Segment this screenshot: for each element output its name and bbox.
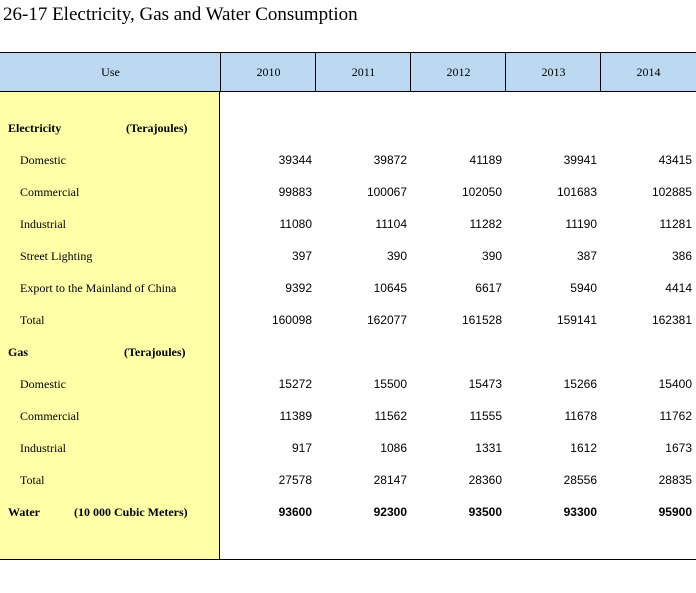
cell-value: 387	[576, 249, 597, 263]
cell-value: 11190	[565, 217, 597, 231]
cell-value: 160098	[271, 313, 312, 327]
cell-value: 100067	[366, 185, 407, 199]
cell-value: 102885	[651, 185, 692, 199]
cell-value: 11555	[469, 409, 502, 423]
cell-value: 390	[481, 249, 502, 263]
cell-value: 27578	[278, 473, 312, 487]
cell-value: 11389	[279, 409, 312, 423]
table-row: Domestic 39344 39872 41189 39941 43415	[0, 145, 696, 177]
cell-value: 92300	[373, 505, 407, 519]
table-bottom-border	[0, 559, 696, 560]
cell-value: 159141	[556, 313, 597, 327]
header-year-2013: 2013	[505, 52, 601, 92]
row-label: Street Lighting	[20, 249, 93, 263]
cell-value: 10645	[373, 281, 407, 295]
section-unit: (10 000 Cubic Meters)	[74, 505, 188, 519]
table-row: Commercial 99883 100067 102050 101683 10…	[0, 177, 696, 209]
table-row: Industrial 917 1086 1331 1612 1673	[0, 433, 696, 465]
cell-value: 5940	[570, 281, 597, 295]
cell-value: 6617	[475, 281, 502, 295]
cell-value: 43415	[658, 153, 692, 167]
section-water: Water (10 000 Cubic Meters) 93600 92300 …	[0, 497, 696, 529]
cell-value: 162381	[651, 313, 692, 327]
page-title: 26-17 Electricity, Gas and Water Consump…	[3, 4, 358, 25]
header-year-2012: 2012	[410, 52, 506, 92]
cell-value: 9392	[285, 281, 312, 295]
cell-value: 15500	[373, 377, 407, 391]
section-label: Water	[8, 505, 40, 519]
cell-value: 11762	[659, 409, 692, 423]
cell-value: 1673	[665, 441, 692, 455]
cell-value: 102050	[461, 185, 502, 199]
label-column	[0, 92, 220, 559]
cell-value: 28147	[373, 473, 407, 487]
cell-value: 11282	[469, 217, 502, 231]
section-label: Gas	[8, 345, 29, 359]
table-row: Export to the Mainland of China 9392 106…	[0, 273, 696, 305]
cell-value: 93300	[563, 505, 597, 519]
cell-value: 28556	[563, 473, 597, 487]
row-label: Domestic	[20, 377, 66, 391]
header-year-2010: 2010	[220, 52, 316, 92]
cell-value: 161528	[461, 313, 502, 327]
table-row: Street Lighting 397 390 390 387 386	[0, 241, 696, 273]
table-row: Industrial 11080 11104 11282 11190 11281	[0, 209, 696, 241]
cell-value: 39872	[373, 153, 407, 167]
row-label: Commercial	[20, 409, 80, 423]
cell-value: 39344	[278, 153, 312, 167]
cell-value: 101683	[556, 185, 597, 199]
table-row: Commercial 11389 11562 11555 11678 11762	[0, 401, 696, 433]
table-row: Total 160098 162077 161528 159141 162381	[0, 305, 696, 337]
section-gas: Gas (Terajoules)	[0, 337, 696, 369]
header-use: Use	[0, 52, 221, 92]
cell-value: 917	[291, 441, 312, 455]
cell-value: 1612	[570, 441, 597, 455]
row-label: Total	[20, 473, 45, 487]
row-label: Export to the Mainland of China	[20, 281, 177, 295]
row-label: Total	[20, 313, 45, 327]
header-year-2014: 2014	[600, 52, 696, 92]
cell-value: 11678	[564, 409, 597, 423]
row-label: Industrial	[20, 441, 66, 455]
cell-value: 15266	[563, 377, 597, 391]
cell-value: 93600	[278, 505, 312, 519]
cell-value: 95900	[658, 505, 692, 519]
cell-value: 11281	[659, 217, 692, 231]
cell-value: 28835	[658, 473, 692, 487]
row-label: Industrial	[20, 217, 66, 231]
row-label: Commercial	[20, 185, 80, 199]
row-label: Domestic	[20, 153, 66, 167]
cell-value: 15400	[658, 377, 692, 391]
cell-value: 390	[386, 249, 407, 263]
cell-value: 1331	[475, 441, 502, 455]
table-row: Domestic 15272 15500 15473 15266 15400	[0, 369, 696, 401]
cell-value: 11562	[374, 409, 407, 423]
section-unit: (Terajoules)	[124, 345, 186, 359]
cell-value: 11080	[279, 217, 312, 231]
table-row: Total 27578 28147 28360 28556 28835	[0, 465, 696, 497]
cell-value: 93500	[468, 505, 502, 519]
cell-value: 1086	[380, 441, 407, 455]
cell-value: 397	[291, 249, 312, 263]
cell-value: 28360	[468, 473, 502, 487]
cell-value: 162077	[366, 313, 407, 327]
cell-value: 99883	[278, 185, 312, 199]
cell-value: 11104	[375, 217, 407, 231]
consumption-table: Use 2010 2011 2012 2013 2014 Electricity…	[0, 52, 696, 560]
cell-value: 41189	[469, 153, 502, 167]
header-year-2011: 2011	[315, 52, 411, 92]
section-label: Electricity	[8, 121, 62, 135]
section-unit: (Terajoules)	[126, 121, 188, 135]
cell-value: 39941	[563, 153, 597, 167]
cell-value: 386	[671, 249, 692, 263]
section-electricity: Electricity (Terajoules)	[0, 113, 696, 145]
cell-value: 4414	[665, 281, 692, 295]
cell-value: 15272	[278, 377, 312, 391]
cell-value: 15473	[468, 377, 502, 391]
